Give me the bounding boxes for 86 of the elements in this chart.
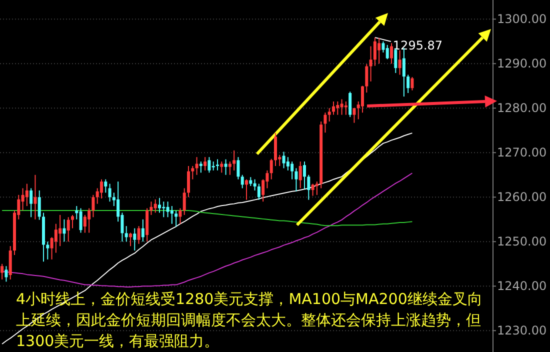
candlestick: [406, 74, 410, 94]
candlestick: [162, 201, 166, 218]
y-tick-label: 1290.00: [497, 56, 547, 71]
candlestick: [34, 174, 37, 220]
candlestick: [253, 178, 256, 191]
candlestick: [46, 241, 50, 260]
candlestick: [311, 183, 314, 196]
candlestick: [228, 161, 232, 176]
y-tick-label: 1250.00: [497, 234, 547, 249]
candlestick: [88, 208, 91, 234]
candlestick: [365, 64, 368, 94]
y-tick-label: 1300.00: [497, 12, 547, 26]
y-tick-label: 1280.00: [497, 101, 547, 116]
candlestick: [340, 98, 344, 116]
candlestick: [220, 161, 224, 174]
candlestick: [378, 37, 381, 64]
candlestick: [195, 156, 198, 176]
candlestick: [129, 232, 132, 247]
candlestick: [38, 190, 41, 220]
candlestick: [298, 161, 302, 189]
candlestick: [21, 188, 24, 211]
candlestick: [282, 151, 286, 169]
candlestick: [124, 226, 128, 242]
y-tick-label: 1240.00: [497, 279, 547, 294]
candlestick: [361, 85, 364, 114]
candlestick: [224, 158, 228, 176]
candlestick: [170, 206, 174, 224]
candlestick: [54, 223, 58, 254]
candlestick: [398, 50, 402, 76]
candlestick: [328, 108, 331, 122]
line-series: [2, 172, 413, 288]
candlestick: [108, 183, 112, 202]
candlestick: [4, 266, 8, 282]
candlestick: [187, 165, 190, 198]
candlestick: [150, 201, 153, 216]
candlestick: [294, 168, 298, 192]
candlestick: [141, 218, 144, 242]
candlestick: [324, 112, 327, 134]
annotation: 1295.87: [392, 38, 443, 53]
candlestick: [410, 76, 414, 91]
candlestick: [386, 44, 389, 60]
candlestick: [178, 208, 182, 224]
y-tick-label: 1260.00: [497, 190, 547, 204]
candlestick: [58, 214, 62, 247]
candlestick: [274, 132, 277, 166]
candlestick: [137, 226, 140, 244]
candlestick: [236, 156, 240, 180]
candlestick: [100, 178, 103, 199]
candlestick: [66, 216, 70, 242]
candlestick: [232, 150, 236, 171]
candlestick: [158, 198, 161, 214]
candlestick: [245, 178, 248, 200]
candlestick: [270, 158, 273, 180]
candlestick: [240, 174, 244, 189]
candlestick: [71, 214, 74, 229]
candlestick: [182, 188, 186, 216]
candlestick: [30, 188, 33, 218]
candlestick: [336, 100, 340, 116]
candlestick: [208, 156, 211, 174]
candlestick: [154, 198, 157, 214]
candlestick: [166, 201, 170, 218]
candlestick: [174, 210, 178, 228]
candlestick: [290, 161, 294, 180]
candlestick: [352, 108, 356, 124]
candlestick: [204, 156, 207, 171]
candlestick: [79, 208, 82, 234]
candlestick: [25, 183, 28, 207]
y-tick-label: 1270.00: [497, 146, 547, 160]
candlestick: [390, 42, 393, 64]
candlestick: [62, 218, 66, 242]
candlestick: [191, 165, 194, 180]
candlestick: [369, 46, 372, 82]
candlestick: [92, 194, 95, 218]
candlestick: [104, 178, 108, 194]
candlestick: [257, 183, 260, 200]
candlestick: [0, 263, 4, 280]
candlestick: [83, 214, 86, 234]
candlestick: [286, 156, 290, 171]
candlestick: [373, 37, 376, 66]
candlestick: [303, 161, 306, 190]
candlestick: [332, 100, 335, 116]
y-tick-label: 1230.00: [497, 324, 547, 338]
candlestick: [307, 174, 310, 200]
candlestick: [216, 158, 219, 171]
candlestick: [348, 91, 352, 118]
candlestick: [133, 228, 136, 252]
